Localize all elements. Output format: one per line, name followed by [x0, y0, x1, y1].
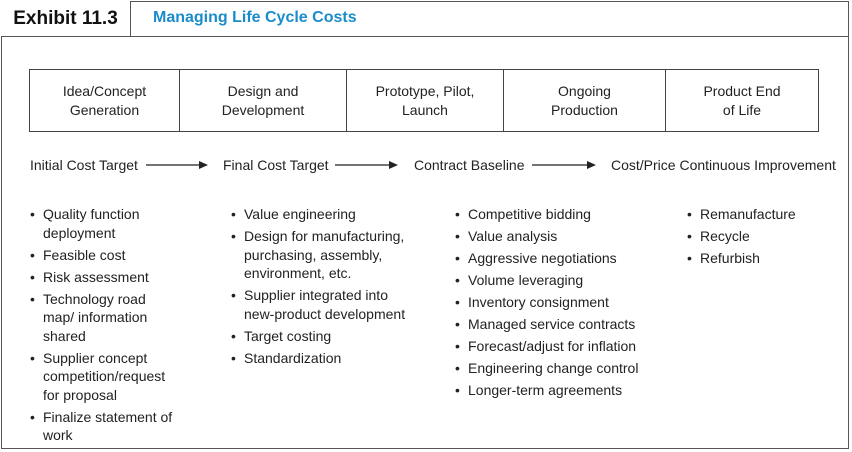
list-item: Finalize statement of work: [30, 408, 180, 445]
list-item: Value analysis: [455, 227, 655, 246]
list-item: Inventory consignment: [455, 293, 655, 312]
exhibit-title: Managing Life Cycle Costs: [153, 9, 357, 26]
arrow-icon: [146, 161, 208, 169]
title-divider: [131, 36, 849, 37]
list-item: Design for manufacturing, purchasing, as…: [231, 227, 416, 283]
list-item: Volume leveraging: [455, 271, 655, 290]
activities-column-final: Value engineering Design for manufacturi…: [231, 205, 416, 371]
list-item: Managed service contracts: [455, 315, 655, 334]
list-item: Recycle: [687, 227, 837, 246]
list-item: Supplier concept competition/request for…: [30, 349, 180, 405]
list-item: Engineering change control: [455, 359, 655, 378]
list-item: Standardization: [231, 349, 416, 368]
stage-idea-concept: Idea/Concept Generation: [30, 70, 180, 131]
activities-column-contract: Competitive bidding Value analysis Aggre…: [455, 205, 655, 403]
list-item: Forecast/adjust for inflation: [455, 337, 655, 356]
stage-prototype-launch: Prototype, Pilot, Launch: [347, 70, 504, 131]
list-item: Longer-term agreements: [455, 381, 655, 400]
list-item: Value engineering: [231, 205, 416, 224]
cost-label-final: Final Cost Target: [223, 157, 329, 173]
life-cycle-stages: Idea/Concept Generation Design and Devel…: [29, 69, 819, 132]
list-item: Target costing: [231, 327, 416, 346]
arrow-icon: [532, 161, 596, 169]
list-item: Aggressive negotiations: [455, 249, 655, 268]
list-item: Refurbish: [687, 249, 837, 268]
list-item: Supplier integrated into new-product dev…: [231, 286, 416, 323]
list-item: Quality function deployment: [30, 205, 180, 242]
stage-ongoing-production: Ongoing Production: [504, 70, 666, 131]
list-item: Competitive bidding: [455, 205, 655, 224]
cost-label-initial: Initial Cost Target: [30, 157, 138, 173]
activities-column-initial: Quality function deployment Feasible cos…: [30, 205, 180, 448]
stage-design-development: Design and Development: [180, 70, 347, 131]
activities-column-continuous: Remanufacture Recycle Refurbish: [687, 205, 837, 271]
cost-label-continuous-improvement: Cost/Price Continuous Improvement: [611, 157, 836, 173]
cost-label-contract-baseline: Contract Baseline: [414, 157, 525, 173]
arrow-icon: [335, 161, 398, 169]
list-item: Risk assessment: [30, 268, 180, 287]
stage-product-end-of-life: Product End of Life: [703, 82, 781, 118]
list-item: Remanufacture: [687, 205, 837, 224]
exhibit-number: Exhibit 11.3: [1, 1, 131, 37]
list-item: Feasible cost: [30, 246, 180, 265]
list-item: Technology road map/ information shared: [30, 290, 180, 346]
